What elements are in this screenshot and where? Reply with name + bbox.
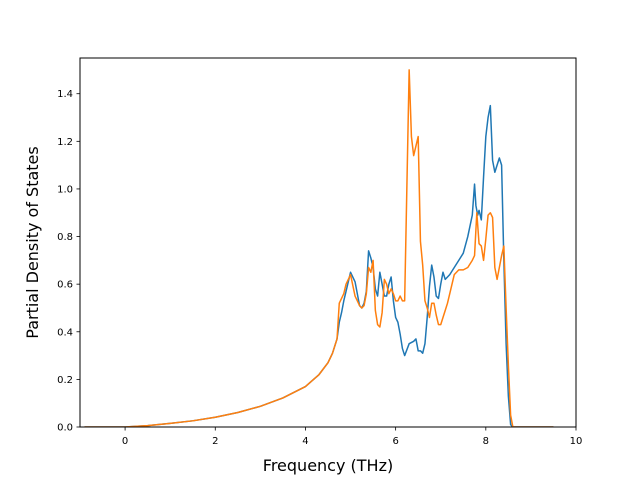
y-tick-label: 1.0: [57, 184, 73, 195]
x-tick-label: 4: [302, 436, 308, 447]
y-axis-label: Partial Density of States: [23, 146, 42, 338]
y-tick-label: 0.4: [57, 327, 73, 338]
y-tick-label: 0.8: [57, 232, 73, 243]
x-ticks: 0 2 4 6 8 10: [122, 427, 582, 447]
x-tick-label: 10: [570, 436, 583, 447]
series-line-2: [84, 69, 554, 427]
series-layer: [84, 69, 554, 427]
y-ticks: 0.0 0.2 0.4 0.6 0.8 1.0 1.2 1.4: [57, 89, 80, 434]
x-axis-label: Frequency (THz): [263, 456, 393, 475]
x-tick-label: 8: [483, 436, 489, 447]
series-line-1: [84, 104, 554, 427]
y-tick-label: 0.2: [57, 375, 73, 386]
y-tick-label: 1.2: [57, 137, 73, 148]
x-tick-label: 2: [212, 436, 218, 447]
y-tick-label: 0.0: [57, 423, 73, 434]
y-tick-label: 0.6: [57, 280, 73, 291]
x-tick-label: 6: [392, 436, 398, 447]
axes-frame: [79, 57, 577, 428]
y-tick-label: 1.4: [57, 89, 73, 100]
x-tick-label: 0: [122, 436, 128, 447]
